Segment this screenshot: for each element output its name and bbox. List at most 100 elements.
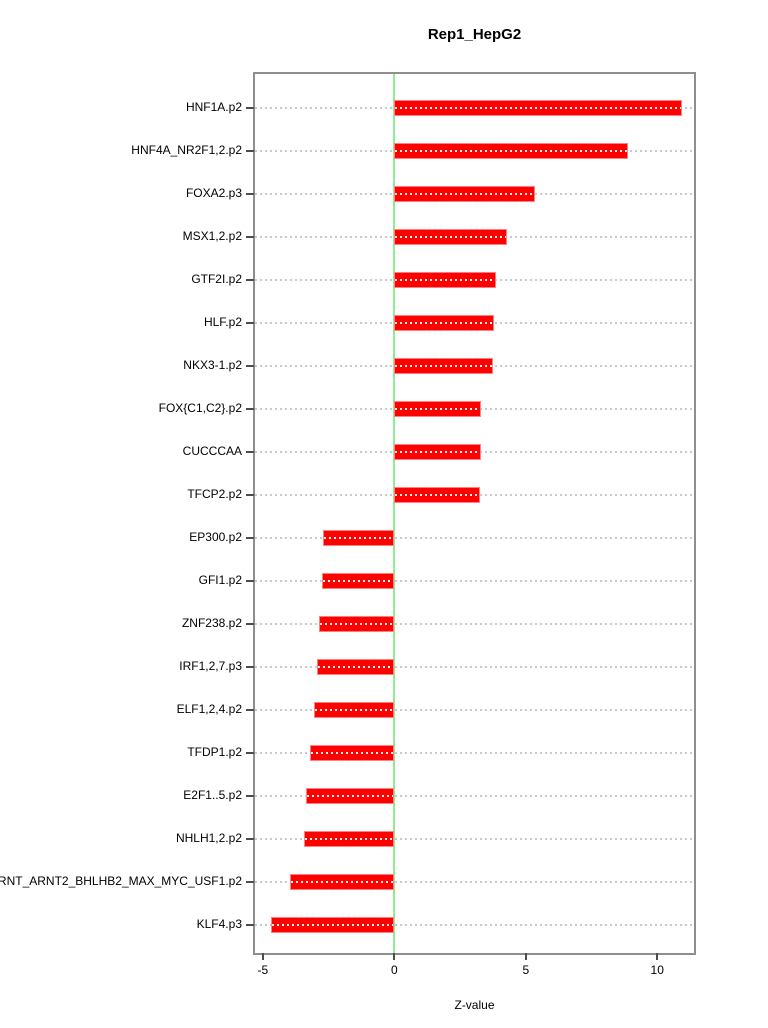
gridline [255, 537, 694, 539]
bar [314, 702, 395, 718]
y-tick [246, 451, 254, 453]
bar [394, 229, 508, 245]
y-tick [246, 408, 254, 410]
category-label: HLF.p2 [203, 315, 242, 329]
gridline [255, 752, 694, 754]
x-tick-label: 5 [522, 963, 530, 977]
bar-dots [307, 795, 394, 797]
category-label: FOXA2.p3 [185, 186, 242, 200]
bar [394, 100, 683, 116]
category-label: MSX1,2.p2 [182, 229, 242, 243]
gridline [255, 666, 694, 668]
y-tick [246, 365, 254, 367]
bar [394, 444, 481, 460]
bar [394, 186, 535, 202]
y-tick [246, 494, 254, 496]
x-tick-label: 0 [390, 963, 398, 977]
bar [316, 659, 395, 675]
category-label: GFI1.p2 [198, 573, 242, 587]
bar-dots [315, 709, 394, 711]
gridline [255, 709, 694, 711]
y-tick [246, 193, 254, 195]
bar [303, 831, 395, 847]
category-label: GTF2I.p2 [191, 272, 242, 286]
y-tick [246, 881, 254, 883]
y-tick [246, 150, 254, 152]
bar-dots [395, 150, 628, 152]
gridline [255, 924, 694, 926]
y-tick [246, 623, 254, 625]
bar-dots [395, 322, 494, 324]
y-tick [246, 709, 254, 711]
zero-line [393, 74, 396, 953]
bar [394, 272, 496, 288]
bar-dots [395, 193, 534, 195]
category-label: E2F1..5.p2 [183, 788, 242, 802]
x-axis-title: Z-value [454, 998, 495, 1012]
bar-dots [395, 494, 479, 496]
y-tick [246, 322, 254, 324]
category-label: ZNF238.p2 [181, 616, 242, 630]
bar-dots [311, 752, 394, 754]
category-label: HNF4A_NR2F1,2.p2 [131, 143, 242, 157]
x-tick [524, 953, 527, 960]
bar [290, 874, 395, 890]
category-label: TFCP2.p2 [187, 487, 242, 501]
bar-dots [324, 537, 394, 539]
bar [319, 616, 395, 632]
y-tick [246, 924, 254, 926]
bar-dots [323, 580, 394, 582]
y-tick [246, 580, 254, 582]
category-label: HNF1A.p2 [185, 100, 242, 114]
x-tick [656, 953, 659, 960]
y-tick [246, 279, 254, 281]
bar-dots [304, 838, 394, 840]
category-label: CUCCCAA [182, 444, 242, 458]
category-label: NHLH1,2.p2 [175, 831, 242, 845]
bar [306, 788, 395, 804]
bar [394, 401, 482, 417]
category-label: ELF1,2,4.p2 [176, 702, 242, 716]
category-label: TFDP1.p2 [187, 745, 242, 759]
y-tick [246, 666, 254, 668]
x-tick [393, 953, 396, 960]
gridline [255, 623, 694, 625]
bar [270, 917, 395, 933]
bar [310, 745, 395, 761]
bar [394, 143, 629, 159]
x-tick [261, 953, 264, 960]
bar-dots [395, 365, 492, 367]
bar [322, 573, 395, 589]
x-tick-label: 10 [650, 963, 664, 977]
category-label: EP300.p2 [189, 530, 242, 544]
category-label: KLF4.p3 [196, 917, 242, 931]
y-tick [246, 838, 254, 840]
y-tick [246, 236, 254, 238]
x-tick-label: -5 [257, 963, 269, 977]
y-tick [246, 795, 254, 797]
bar-dots [291, 881, 394, 883]
category-label: IRF1,2,7.p3 [179, 659, 242, 673]
plot-area: HNF1A.p2 HNF4A_NR2F1,2.p2 FOXA2.p3 MSX1,2.p… [0, 72, 696, 977]
y-tick [246, 537, 254, 539]
bar [323, 530, 395, 546]
bar-dots [395, 451, 480, 453]
gridline [255, 795, 694, 797]
bar-dots [395, 408, 481, 410]
category-label: NKX3-1.p2 [183, 358, 242, 372]
gridline [255, 580, 694, 582]
category-label: FOX{C1,C2}.p2 [158, 401, 242, 415]
y-tick [246, 752, 254, 754]
bar-dots [317, 666, 394, 668]
bar-dots [395, 279, 495, 281]
gridline [255, 838, 694, 840]
bar [394, 358, 493, 374]
bar-dots [395, 236, 507, 238]
chart-title: Rep1_HepG2 [427, 26, 522, 43]
bar [394, 487, 480, 503]
y-tick [246, 107, 254, 109]
bar-dots [395, 107, 682, 109]
bar [394, 315, 495, 331]
bar-dots [320, 623, 394, 625]
